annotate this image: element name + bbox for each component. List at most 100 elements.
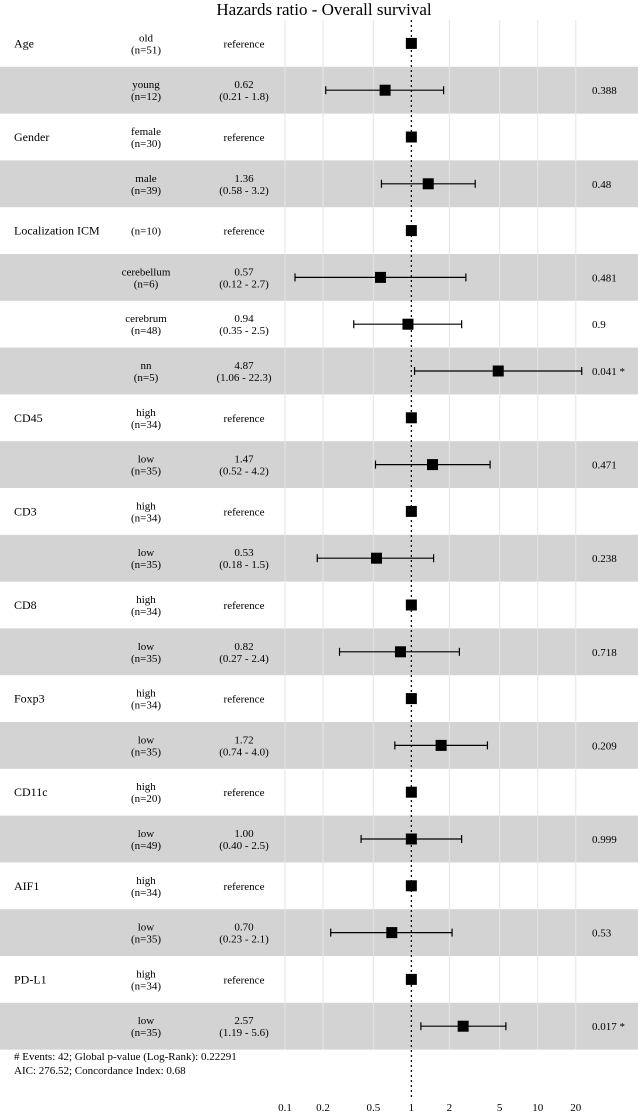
- estimate-label: reference: [224, 881, 265, 893]
- estimate-label: 0.70: [234, 922, 254, 934]
- x-tick-label: 0.1: [278, 1102, 292, 1114]
- n-label: (n=34): [131, 606, 161, 618]
- estimate-label: 4.87: [234, 360, 254, 372]
- n-label: (n=34): [131, 512, 161, 524]
- variable-label: AIF1: [14, 879, 39, 893]
- ci-label: (1.19 - 5.6): [219, 1027, 269, 1039]
- ci-label: (0.52 - 4.2): [219, 466, 269, 478]
- hr-point: [379, 84, 391, 96]
- hr-point: [405, 131, 417, 143]
- chart-title: Hazards ratio - Overall survival: [216, 0, 432, 19]
- variable-label: Age: [14, 36, 34, 50]
- n-label: (n=5): [134, 372, 159, 384]
- ci-label: (0.35 - 2.5): [219, 325, 269, 337]
- n-label: (n=30): [131, 138, 161, 150]
- x-tick-label: 0.2: [316, 1102, 330, 1114]
- ci-label: (0.21 - 1.8): [219, 91, 269, 103]
- level-label: high: [136, 594, 156, 606]
- hr-point: [405, 693, 417, 705]
- level-label: nn: [141, 360, 153, 372]
- p-value-label: 0.718: [592, 647, 617, 659]
- level-label: old: [139, 32, 154, 44]
- p-value-label: 0.209: [592, 740, 617, 752]
- p-value-label: 0.9: [592, 319, 606, 331]
- ci-label: (0.18 - 1.5): [219, 559, 269, 571]
- p-value-label: 0.53: [592, 928, 612, 940]
- n-label: (n=35): [131, 934, 161, 946]
- hr-point: [402, 318, 414, 330]
- hr-point: [394, 646, 406, 658]
- row-band: [0, 441, 638, 488]
- level-label: high: [136, 688, 156, 700]
- level-label: high: [136, 875, 156, 887]
- p-value-label: 0.471: [592, 460, 617, 472]
- estimate-label: 2.57: [234, 1015, 254, 1027]
- hr-point: [386, 927, 398, 939]
- hr-point: [405, 37, 417, 49]
- x-axis-ticks: 0.1 0.2 0.5 1 2 5 10 20: [278, 1102, 582, 1114]
- ci-label: (0.23 - 2.1): [219, 934, 269, 946]
- n-label: (n=6): [134, 278, 159, 290]
- row-band: [0, 66, 638, 114]
- hr-point: [405, 412, 417, 424]
- ci-label: (0.12 - 2.7): [219, 278, 269, 290]
- estimate-label: 0.57: [234, 266, 254, 278]
- level-label: low: [138, 734, 155, 746]
- x-tick-label: 5: [497, 1102, 503, 1114]
- estimate-label: 0.82: [234, 641, 253, 653]
- p-value-label: 0.999: [592, 834, 617, 846]
- ci-label: (0.58 - 3.2): [219, 185, 269, 197]
- hr-point: [457, 1020, 469, 1032]
- estimate-label: 0.62: [234, 79, 253, 91]
- level-label: high: [136, 968, 156, 980]
- n-label: (n=34): [131, 419, 161, 431]
- variable-label: CD45: [14, 411, 43, 425]
- footer-aic: AIC: 276.52; Concordance Index: 0.68: [14, 1065, 186, 1077]
- p-value-label: 0.48: [592, 179, 612, 191]
- level-label: high: [136, 407, 156, 419]
- n-label: (n=34): [131, 887, 161, 899]
- estimate-label: 1.72: [234, 734, 253, 746]
- hr-point: [405, 880, 417, 892]
- level-label: female: [131, 126, 161, 138]
- row-bands: [0, 66, 638, 1050]
- variable-label: Foxp3: [14, 692, 45, 706]
- variable-label: Gender: [14, 130, 49, 144]
- variable-label: CD3: [14, 504, 37, 518]
- level-label: cerebellum: [122, 266, 171, 278]
- n-label: (n=35): [131, 1027, 161, 1039]
- estimate-label: reference: [224, 132, 265, 144]
- level-label: high: [136, 781, 156, 793]
- level-label: low: [138, 1015, 155, 1027]
- estimate-label: reference: [224, 226, 265, 238]
- level-label: young: [132, 79, 160, 91]
- n-label: (n=39): [131, 185, 161, 197]
- estimate-label: reference: [224, 413, 265, 425]
- p-value-label: 0.017 *: [592, 1021, 625, 1033]
- level-label: cerebrum: [125, 313, 167, 325]
- level-label: high: [136, 500, 156, 512]
- p-value-label: 0.388: [592, 85, 617, 97]
- level-label: low: [138, 922, 155, 934]
- row-labels: Age old(n=51) referenceyoung(n=12)0.62(0.2…: [14, 32, 625, 1039]
- hr-point: [426, 459, 438, 471]
- x-tick-label: 10: [532, 1102, 544, 1114]
- n-label: (n=35): [131, 746, 161, 758]
- level-label: low: [138, 454, 155, 466]
- n-label: (n=20): [131, 793, 161, 805]
- x-tick-label: 20: [570, 1102, 582, 1114]
- hr-point: [422, 178, 434, 190]
- estimate-label: reference: [224, 787, 265, 799]
- estimate-label: 1.00: [234, 828, 254, 840]
- p-value-label: 0.481: [592, 272, 617, 284]
- hr-point: [405, 833, 417, 845]
- estimate-label: 1.36: [234, 173, 254, 185]
- hr-point: [405, 599, 417, 611]
- level-label: male: [135, 173, 156, 185]
- hr-point: [375, 271, 387, 283]
- variable-label: Localization ICM: [14, 224, 100, 238]
- ci-label: (0.27 - 2.4): [219, 653, 269, 665]
- grid-lines: [284, 20, 577, 1098]
- hr-point: [435, 739, 447, 751]
